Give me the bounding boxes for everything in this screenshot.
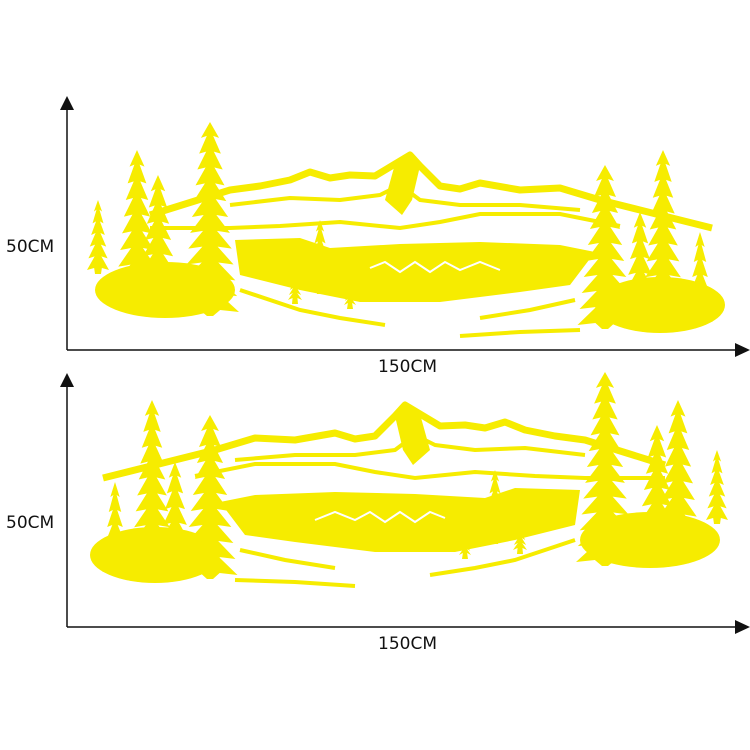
width-label-top: 150CM xyxy=(378,357,437,377)
pine-tree-icon xyxy=(640,150,686,329)
pine-tree-icon xyxy=(182,415,238,579)
width-label-bottom: 150CM xyxy=(378,634,437,654)
pine-tree-icon xyxy=(114,150,160,304)
lake-forest-band xyxy=(235,238,595,302)
water-reflection xyxy=(314,510,446,524)
mountain-ridge xyxy=(102,401,667,482)
ground-line xyxy=(479,298,576,320)
arrow-right-icon xyxy=(735,343,750,357)
pine-tree-icon xyxy=(102,482,128,576)
pine-tree-icon xyxy=(344,280,356,309)
ground-line xyxy=(239,548,336,570)
ground-line xyxy=(234,578,356,588)
pine-tree-icon xyxy=(576,372,634,566)
axes-bottom xyxy=(60,373,750,634)
pine-tree-icon xyxy=(157,462,193,576)
pine-tree-icon xyxy=(181,122,239,316)
water-reflection xyxy=(369,260,501,274)
pine-tree-icon xyxy=(288,270,302,304)
treeline-ridge xyxy=(150,212,621,231)
pine-tree-icon xyxy=(129,400,175,579)
decal-artwork-top xyxy=(87,122,725,338)
pine-tree-icon xyxy=(706,450,728,524)
ground-line xyxy=(459,328,581,338)
pine-tree-icon xyxy=(687,232,713,326)
pine-tree-icon xyxy=(87,200,109,274)
arrow-right-icon xyxy=(735,620,750,634)
pine-tree-icon xyxy=(459,530,471,559)
arrow-up-icon xyxy=(60,373,74,387)
pine-tree-icon xyxy=(622,212,658,326)
mountain-peak xyxy=(385,155,420,215)
ground-line xyxy=(429,538,576,577)
height-label-top: 50CM xyxy=(6,237,55,257)
pine-tree-icon xyxy=(636,425,678,559)
height-label-bottom: 50CM xyxy=(6,513,55,533)
lake-forest-band xyxy=(220,488,580,552)
mountain-ridge xyxy=(148,151,713,232)
pine-tree-icon xyxy=(577,165,633,329)
pine-tree-icon xyxy=(484,470,506,544)
pine-tree-icon xyxy=(655,400,701,554)
axes-top xyxy=(60,96,750,357)
decal-artwork-bottom xyxy=(90,372,728,588)
ground-line xyxy=(239,288,386,327)
pine-tree-icon xyxy=(309,220,331,294)
mountain-peak xyxy=(395,405,430,465)
pine-tree-icon xyxy=(137,175,179,309)
arrow-up-icon xyxy=(60,96,74,110)
pine-tree-icon xyxy=(513,520,527,554)
treeline-ridge xyxy=(194,462,665,481)
